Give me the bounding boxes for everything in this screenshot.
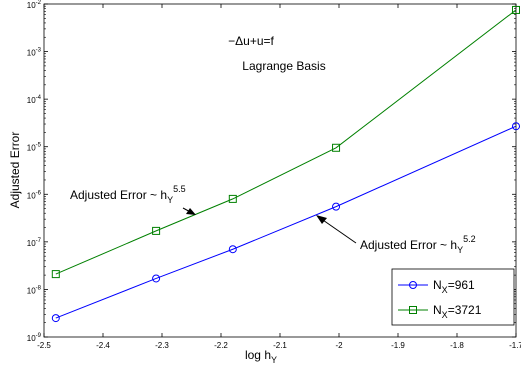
lower-rate-sub: Y xyxy=(457,245,463,255)
data-point-0 xyxy=(51,314,60,323)
legend-marker-0 xyxy=(409,281,417,289)
x-tick-label: -2.4 xyxy=(96,341,110,350)
x-tick-label: -2.2 xyxy=(214,341,228,350)
y-tick-label-exponent: -2 xyxy=(36,0,42,6)
upper-rate-annotation: Adjusted Error ~ hY5.5 xyxy=(70,184,186,205)
y-tick-label: 10-5 xyxy=(27,143,42,153)
legend-box xyxy=(391,268,515,326)
x-axis-label-sub: Y xyxy=(271,355,277,365)
legend-marker-1 xyxy=(409,306,417,314)
y-tick-label-base: 10 xyxy=(27,144,36,153)
legend-label-0-sub: X xyxy=(442,285,448,295)
x-axis-label: log hY xyxy=(245,348,277,365)
legend-label-0: NX=961 xyxy=(433,278,475,295)
upper-rate-sub: Y xyxy=(167,195,173,205)
legend-label-1: NX=3721 xyxy=(433,303,482,320)
legend-label-1-sub: X xyxy=(442,310,448,320)
y-tick-label-exponent: -7 xyxy=(36,238,42,244)
y-tick-label-base: 10 xyxy=(27,286,36,295)
x-tick-label: -1.8 xyxy=(450,341,464,350)
data-point-1 xyxy=(152,226,161,235)
x-tick-label: -2.3 xyxy=(155,341,169,350)
lower-rate-arrow xyxy=(319,217,357,244)
legend: NX=961 NX=3721 xyxy=(391,268,515,326)
x-axis-label-main: log h xyxy=(245,348,271,362)
y-tick-label-exponent: -4 xyxy=(36,95,42,101)
y-tick-label: 10-6 xyxy=(27,190,42,200)
y-tick-label-exponent: -9 xyxy=(36,333,42,339)
x-axis-ticks: -2.5 -2.4 -2.3 -2.2 -2.1 -2 -1.9 -1.8 -1.7 xyxy=(37,4,521,350)
basis-label: Lagrange Basis xyxy=(242,59,325,73)
y-tick-label-exponent: -6 xyxy=(36,190,42,196)
lower-rate-sup: 5.2 xyxy=(463,234,476,244)
lower-rate-arrowhead xyxy=(316,215,327,224)
data-point-0 xyxy=(512,122,520,131)
data-point-1 xyxy=(228,194,237,203)
y-tick-label: 10-8 xyxy=(27,285,42,295)
data-point-1 xyxy=(332,143,341,152)
lower-rate-text: Adjusted Error ~ h xyxy=(360,238,457,252)
data-point-0 xyxy=(228,245,237,254)
y-tick-label-base: 10 xyxy=(27,49,36,58)
y-tick-label: 10-3 xyxy=(27,48,42,58)
data-point-1 xyxy=(51,270,60,279)
y-tick-label-exponent: -3 xyxy=(36,48,42,54)
series-line-0 xyxy=(55,125,517,319)
equation-label: −Δu+u=f xyxy=(228,34,274,48)
y-tick-label-exponent: -8 xyxy=(36,285,42,291)
legend-label-1-suffix: =3721 xyxy=(448,303,482,317)
x-tick-label: -2.1 xyxy=(273,341,287,350)
lower-rate-annotation: Adjusted Error ~ hY5.2 xyxy=(360,234,476,255)
y-tick-label-exponent: -5 xyxy=(36,143,42,149)
y-tick-label: 10-4 xyxy=(27,95,42,105)
series-line-1 xyxy=(55,9,517,275)
x-tick-label: -1.7 xyxy=(509,341,521,350)
upper-rate-arrowhead xyxy=(186,208,196,215)
data-point-0 xyxy=(332,202,341,211)
x-tick-label: -1.9 xyxy=(391,341,405,350)
x-tick-label: -2.5 xyxy=(37,341,51,350)
x-tick-label: -2 xyxy=(335,341,343,350)
legend-label-0-main: N xyxy=(433,278,442,292)
y-tick-label-base: 10 xyxy=(27,191,36,200)
y-tick-label-base: 10 xyxy=(27,334,36,343)
series-layer xyxy=(51,5,520,323)
data-point-0 xyxy=(152,274,161,283)
upper-rate-sup: 5.5 xyxy=(173,184,186,194)
y-tick-label: 10-9 xyxy=(27,333,42,343)
y-tick-label: 10-7 xyxy=(27,238,42,248)
y-axis-ticks: 10-910-810-710-610-510-410-310-2 xyxy=(27,0,516,343)
y-axis-label: Adjusted Error xyxy=(8,132,22,209)
data-point-1 xyxy=(512,5,520,14)
y-tick-label-base: 10 xyxy=(27,1,36,10)
y-tick-label-base: 10 xyxy=(27,239,36,248)
legend-label-0-suffix: =961 xyxy=(448,278,475,292)
upper-rate-text: Adjusted Error ~ h xyxy=(70,188,167,202)
y-tick-label: 10-2 xyxy=(27,0,42,10)
legend-label-1-main: N xyxy=(433,303,442,317)
y-tick-label-base: 10 xyxy=(27,96,36,105)
